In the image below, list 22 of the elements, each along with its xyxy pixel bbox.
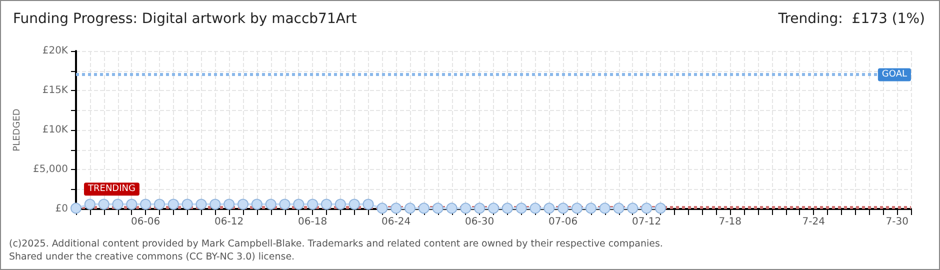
y-axis-title: PLEDGED bbox=[12, 108, 23, 152]
y-tick-label: £5,000 bbox=[33, 164, 68, 175]
x-tick-label: 06-12 bbox=[214, 216, 244, 228]
text: (c)2025. Additional content provided by Mark Campbell-Blake. Trademarks and related content are owned by their respective companies. bbox=[9, 238, 663, 250]
y-tick-label: £15K bbox=[42, 85, 68, 96]
x-tick-label: 06-18 bbox=[298, 216, 328, 228]
x-tick-label: 06-30 bbox=[465, 216, 494, 228]
x-tick-label: 7-24 bbox=[802, 216, 825, 228]
x-tick-label: 06-24 bbox=[382, 216, 411, 228]
y-tick-label: £0 bbox=[55, 204, 68, 214]
ref-line-label: TRENDING bbox=[87, 184, 136, 194]
text: Trending: £173 (1%) bbox=[777, 11, 925, 27]
x-tick-label: 7-18 bbox=[718, 216, 742, 228]
x-tick-label: 07-12 bbox=[632, 216, 662, 228]
y-tick-label: £10K bbox=[42, 124, 68, 136]
x-tick-label: 06-06 bbox=[131, 216, 160, 228]
y-tick-label: £20K bbox=[42, 46, 68, 56]
chart-title: Funding Progress: Digital artwork by maccb71Art bbox=[13, 11, 358, 27]
x-tick-label: 7-30 bbox=[886, 216, 908, 228]
text: Shared under the creative commons (CC BY-NC 3.0) license. bbox=[9, 252, 295, 262]
x-tick-label: 07-06 bbox=[548, 216, 578, 228]
ref-line-label: GOAL bbox=[882, 70, 907, 80]
